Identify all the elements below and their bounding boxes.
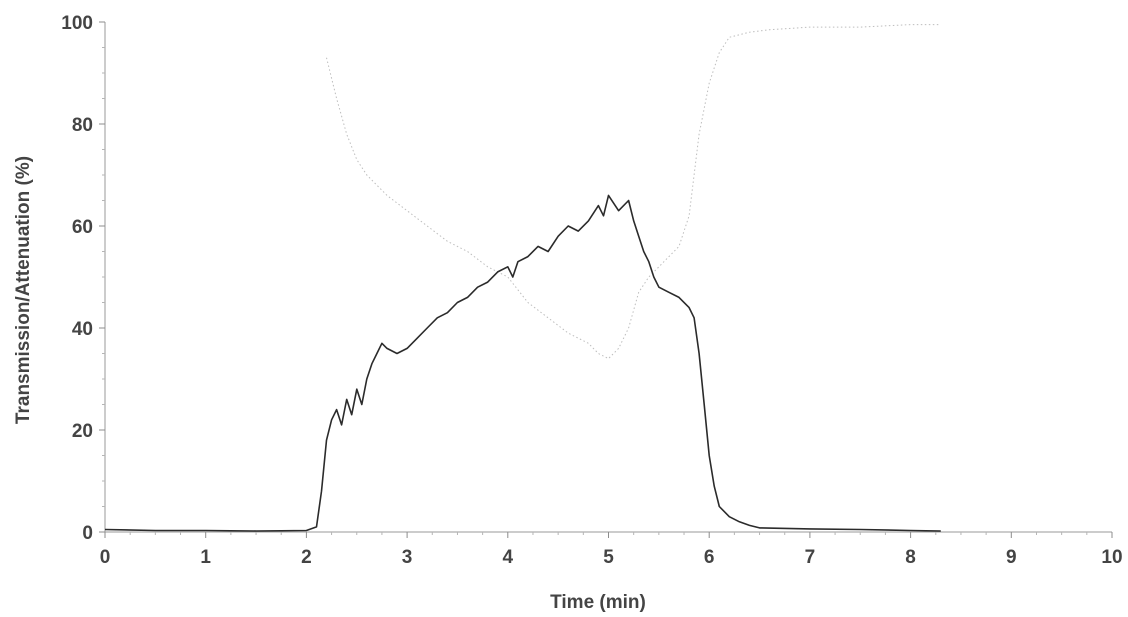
y-tick-label: 40 xyxy=(72,319,93,340)
x-tick-label: 5 xyxy=(603,547,614,568)
x-tick-label: 2 xyxy=(301,547,312,568)
y-tick-label: 80 xyxy=(72,115,93,136)
y-tick-label: 0 xyxy=(82,523,93,544)
plot-area: 0 1 2 3 4 5 6 7 8 9 10 0 20 40 60 80 100 xyxy=(61,13,1122,568)
x-tick-label: 6 xyxy=(704,547,715,568)
x-tick-label: 4 xyxy=(503,547,514,568)
x-tick-label: 7 xyxy=(805,547,816,568)
y-axis-ticks: 0 20 40 60 80 100 xyxy=(61,13,105,544)
x-axis-title: Time (min) xyxy=(550,592,646,613)
x-tick-label: 9 xyxy=(1006,547,1017,568)
x-tick-label: 3 xyxy=(402,547,413,568)
y-tick-label: 60 xyxy=(72,217,93,238)
x-tick-label: 1 xyxy=(200,547,211,568)
x-tick-label: 8 xyxy=(905,547,916,568)
y-axis-title: Transmission/Attenuation (%) xyxy=(13,156,34,424)
x-tick-label: 0 xyxy=(100,547,111,568)
x-axis-ticks: 0 1 2 3 4 5 6 7 8 9 10 xyxy=(100,532,1123,568)
series-layer xyxy=(104,24,941,532)
x-tick-label: 10 xyxy=(1101,547,1122,568)
y-tick-label: 100 xyxy=(61,13,93,34)
y-tick-label: 20 xyxy=(72,421,93,442)
attenuation-series-line xyxy=(326,24,941,360)
transmission-series-line xyxy=(104,194,941,532)
